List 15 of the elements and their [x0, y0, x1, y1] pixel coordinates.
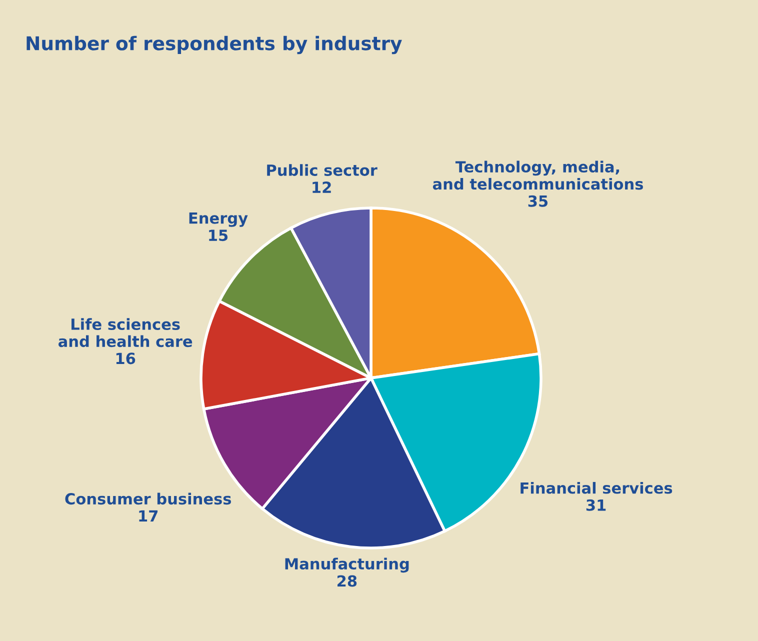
- data-label: 35: [528, 195, 548, 207]
- data-label: 17: [139, 510, 158, 522]
- data-label: 28: [338, 575, 357, 587]
- slice-label: Technology, media, and telecommunications: [432, 160, 643, 190]
- slice-label: Life sciences and health care: [58, 318, 192, 348]
- data-label: 31: [586, 499, 606, 511]
- slice-label: Financial services: [520, 482, 672, 494]
- chart-title: Number of respondents by industry: [26, 36, 402, 54]
- data-label: 15: [209, 230, 228, 242]
- slice-label: Energy: [189, 212, 248, 227]
- slice-label: Public sector: [267, 164, 378, 176]
- data-label: 12: [312, 182, 331, 193]
- data-label: 16: [116, 352, 136, 364]
- slice-label: Manufacturing: [285, 558, 409, 573]
- slice-label: Consumer business: [65, 492, 232, 505]
